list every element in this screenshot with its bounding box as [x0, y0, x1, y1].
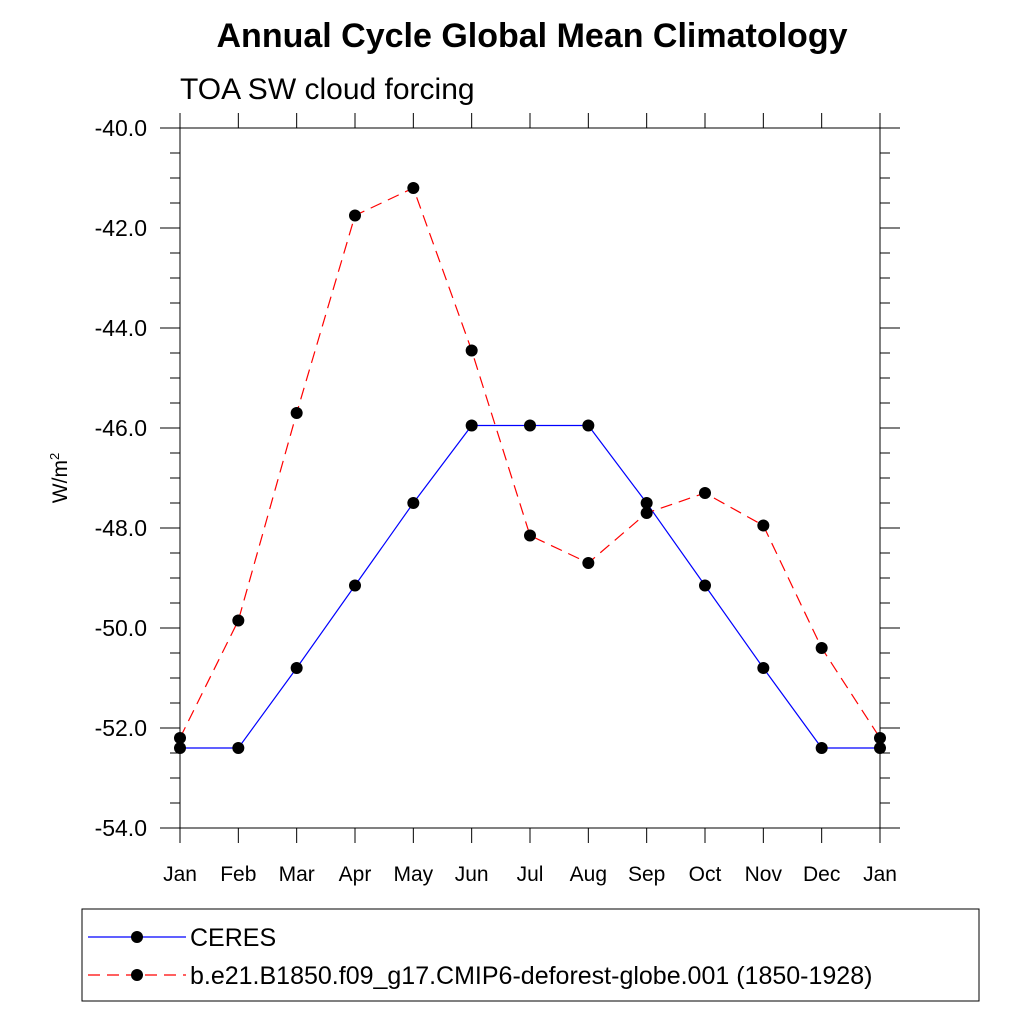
legend-box	[81, 908, 980, 1002]
x-tick-label: Sep	[628, 863, 665, 886]
x-tick-label: Aug	[570, 863, 607, 886]
series-1-point	[232, 742, 245, 754]
x-tick-labels: Jan Feb Mar Apr May Jun Jul Aug Sep Oct Nov Dec Jan	[163, 863, 897, 886]
series-2-point	[407, 182, 420, 194]
series-1-point	[465, 419, 478, 432]
series-line-2	[179, 187, 881, 739]
series-lines	[179, 187, 881, 749]
chart-title: Annual Cycle Global Mean Climatology	[217, 17, 848, 55]
series-2-point	[465, 344, 478, 357]
legend-label-1: CERES	[190, 924, 276, 952]
x-tick-label: Apr	[339, 863, 372, 886]
legend-marker-1	[131, 931, 143, 943]
x-tick-label: Nov	[745, 863, 783, 886]
y-tick-labels: -40.0 -42.0 -44.0 -46.0 -48.0 -50.0 -52.0 -54.0	[95, 115, 147, 841]
y-tick-label: -42.0	[95, 215, 147, 241]
plot-frame	[179, 127, 881, 829]
series-markers	[174, 182, 886, 754]
x-tick-label: Jan	[863, 863, 897, 886]
series-2-point	[232, 614, 245, 627]
series-1-point	[524, 419, 536, 432]
series-1-point	[349, 579, 361, 592]
y-tick-label: -50.0	[95, 615, 147, 641]
y-axis-label-superscript: 2	[47, 453, 62, 460]
y-tick-label: -54.0	[95, 815, 147, 841]
series-1-point	[874, 742, 886, 754]
x-tick-label: Jan	[163, 863, 197, 886]
x-tick-label: Jun	[455, 863, 489, 886]
series-1-point	[757, 662, 770, 674]
y-axis-label-text: W/m	[49, 460, 72, 503]
y-axis-label: W/m2	[47, 453, 72, 503]
series-2-point	[524, 529, 536, 542]
series-2-point	[349, 209, 361, 222]
series-1-point	[174, 742, 186, 754]
series-1-point	[815, 742, 828, 754]
series-2-point	[582, 557, 595, 569]
series-1-point	[640, 497, 653, 509]
series-1-point	[699, 579, 711, 592]
series-1-point	[290, 662, 303, 674]
x-tick-label: Oct	[689, 863, 722, 886]
legend: CERES b.e21.B1850.f09_g17.CMIP6-deforest-…	[88, 924, 872, 990]
legend-label-2: b.e21.B1850.f09_g17.CMIP6-deforest-globe…	[190, 962, 872, 990]
y-tick-label: -48.0	[95, 515, 147, 541]
x-tick-label: Dec	[803, 863, 840, 886]
y-tick-label: -46.0	[95, 415, 147, 441]
series-2-point	[640, 507, 653, 519]
series-2-point	[874, 732, 886, 744]
series-2-point	[815, 642, 828, 654]
x-tick-label: Feb	[220, 863, 256, 886]
chart-subtitle: TOA SW cloud forcing	[180, 73, 475, 106]
series-line-1	[180, 424, 880, 749]
series-2-point	[699, 487, 711, 499]
series-2-point	[290, 407, 303, 419]
x-tick-label: May	[393, 863, 433, 886]
series-1-point	[582, 419, 595, 432]
x-tick-label: Jul	[517, 863, 544, 886]
legend-marker-2	[131, 969, 143, 981]
axis-ticks	[160, 113, 900, 843]
y-tick-label: -40.0	[95, 115, 147, 141]
y-tick-label: -52.0	[95, 715, 147, 741]
series-2-point	[174, 732, 186, 744]
y-tick-label: -44.0	[95, 315, 147, 341]
x-tick-label: Mar	[279, 863, 315, 886]
series-2-point	[757, 519, 770, 532]
series-1-point	[407, 497, 420, 509]
